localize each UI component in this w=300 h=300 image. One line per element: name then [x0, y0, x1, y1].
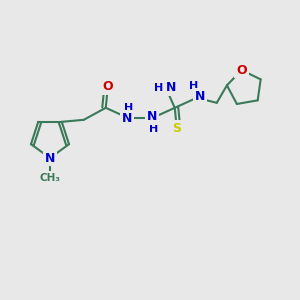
Text: N: N: [122, 112, 132, 125]
Text: CH₃: CH₃: [40, 173, 61, 183]
Text: H: H: [149, 124, 158, 134]
Text: N: N: [147, 110, 157, 123]
Text: H: H: [189, 81, 198, 91]
Text: H: H: [154, 83, 164, 93]
Text: O: O: [102, 80, 113, 93]
Text: S: S: [172, 122, 181, 135]
Text: H: H: [124, 103, 134, 113]
Text: N: N: [45, 152, 55, 164]
Text: O: O: [236, 64, 247, 76]
Text: N: N: [166, 81, 176, 94]
Text: N: N: [195, 90, 205, 103]
